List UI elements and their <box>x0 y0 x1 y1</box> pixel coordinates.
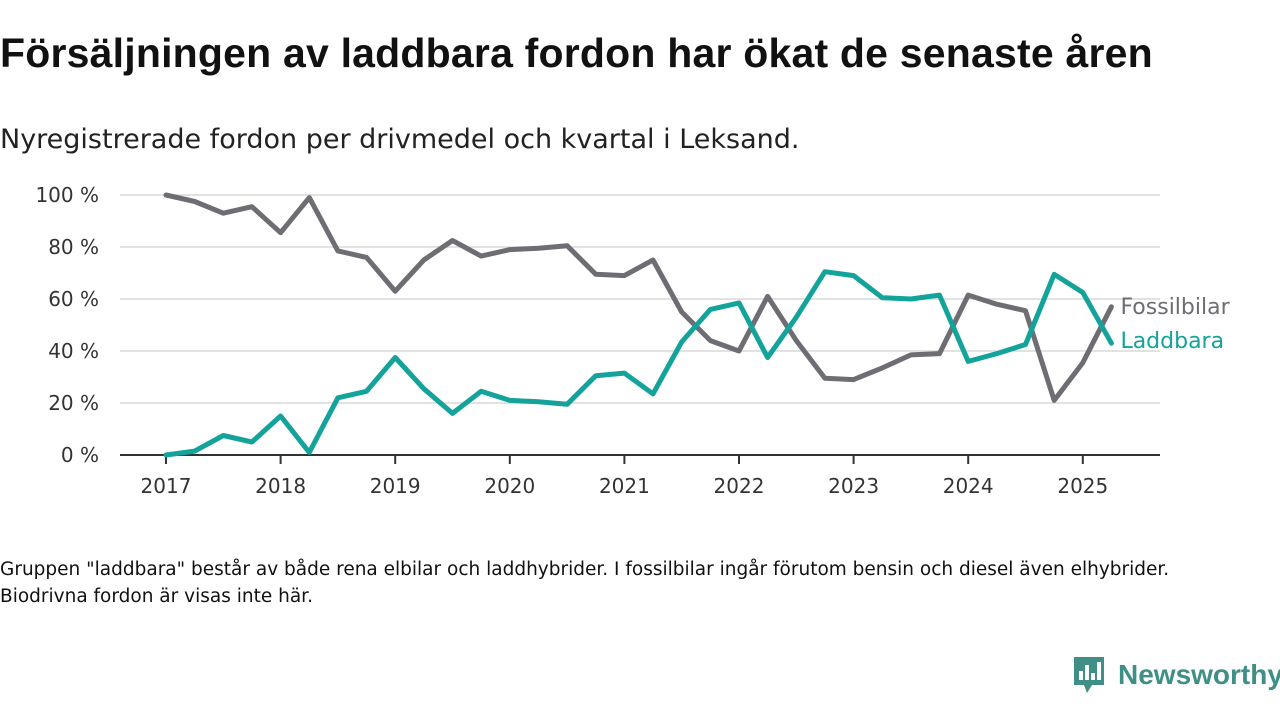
data-point-laddbara <box>164 453 169 458</box>
data-point-fossilbilar <box>1023 308 1028 313</box>
data-point-fossilbilar <box>851 377 856 382</box>
data-point-laddbara <box>221 433 226 438</box>
data-point-fossilbilar <box>565 243 570 248</box>
x-tick-label: 2020 <box>484 474 535 498</box>
data-point-laddbara <box>364 389 369 394</box>
data-point-fossilbilar <box>593 272 598 277</box>
data-point-laddbara <box>708 307 713 312</box>
data-point-fossilbilar <box>737 349 742 354</box>
data-point-fossilbilar <box>164 193 169 198</box>
data-point-laddbara <box>966 359 971 364</box>
y-tick-label: 0 % <box>61 443 99 467</box>
y-tick-label: 60 % <box>48 287 99 311</box>
series-lines <box>163 192 1114 458</box>
x-tick-label: 2025 <box>1057 474 1108 498</box>
data-point-fossilbilar <box>622 273 627 278</box>
data-point-laddbara <box>651 391 656 396</box>
data-point-fossilbilar <box>765 294 770 299</box>
data-point-laddbara <box>507 398 512 403</box>
data-point-laddbara <box>994 351 999 356</box>
chart-subtitle: Nyregistrerade fordon per drivmedel och … <box>0 124 800 155</box>
data-point-fossilbilar <box>1052 398 1057 403</box>
brand-name: Newsworthy <box>1118 659 1280 690</box>
data-point-fossilbilar <box>421 258 426 263</box>
data-point-laddbara <box>593 373 598 378</box>
x-tick-label: 2023 <box>828 474 879 498</box>
data-point-fossilbilar <box>1080 360 1085 365</box>
data-point-fossilbilar <box>393 289 398 294</box>
x-tick-label: 2022 <box>714 474 765 498</box>
data-point-laddbara <box>335 395 340 400</box>
data-point-laddbara <box>1023 342 1028 347</box>
data-point-fossilbilar <box>966 293 971 298</box>
data-point-laddbara <box>765 355 770 360</box>
data-point-laddbara <box>278 414 283 419</box>
data-point-laddbara <box>908 297 913 302</box>
data-point-fossilbilar <box>364 255 369 260</box>
data-point-laddbara <box>622 371 627 376</box>
data-point-fossilbilar <box>507 247 512 252</box>
data-point-fossilbilar <box>450 238 455 243</box>
data-point-fossilbilar <box>536 246 541 251</box>
data-point-laddbara <box>393 355 398 360</box>
data-point-fossilbilar <box>278 230 283 235</box>
data-point-laddbara <box>737 300 742 305</box>
data-point-fossilbilar <box>822 376 827 381</box>
data-point-fossilbilar <box>249 204 254 209</box>
x-tick-label: 2024 <box>943 474 994 498</box>
data-point-fossilbilar <box>651 258 656 263</box>
data-point-fossilbilar <box>335 248 340 253</box>
y-tick-label: 100 % <box>35 183 99 207</box>
data-point-fossilbilar <box>794 338 799 343</box>
data-point-fossilbilar <box>679 310 684 315</box>
data-point-fossilbilar <box>994 302 999 307</box>
data-point-laddbara <box>565 402 570 407</box>
data-point-laddbara <box>679 339 684 344</box>
data-point-fossilbilar <box>1109 304 1114 309</box>
x-tick-label: 2017 <box>141 474 192 498</box>
data-point-laddbara <box>421 386 426 391</box>
data-point-laddbara <box>192 449 197 454</box>
data-point-laddbara <box>1080 290 1085 295</box>
y-axis-ticks: 0 % 20 % 40 % 60 % 80 % 100 % <box>35 183 99 467</box>
data-point-laddbara <box>450 411 455 416</box>
x-tick-label: 2021 <box>599 474 650 498</box>
series-label-fossilbilar: Fossilbilar <box>1120 295 1230 320</box>
footnote: Gruppen "laddbara" består av både rena e… <box>0 559 1170 607</box>
y-tick-label: 40 % <box>48 339 99 363</box>
line-chart: 0 % 20 % 40 % 60 % 80 % 100 % 2017 2018 2019 202… <box>35 183 1230 498</box>
chart-title: Försäljningen av laddbara fordon har öka… <box>0 30 1153 76</box>
data-point-laddbara <box>1052 272 1057 277</box>
x-tick-label: 2018 <box>255 474 306 498</box>
data-point-fossilbilar <box>479 254 484 259</box>
series-line-fossilbilar <box>163 192 1114 403</box>
data-point-fossilbilar <box>221 211 226 216</box>
data-point-laddbara <box>880 295 885 300</box>
data-point-laddbara <box>937 293 942 298</box>
data-point-laddbara <box>307 450 312 455</box>
data-point-laddbara <box>249 440 254 445</box>
data-point-laddbara <box>1109 341 1114 346</box>
newsworthy-logo-icon <box>1074 657 1104 693</box>
data-point-laddbara <box>536 399 541 404</box>
data-point-laddbara <box>822 269 827 274</box>
data-point-fossilbilar <box>192 199 197 204</box>
data-point-fossilbilar <box>307 195 312 200</box>
data-point-laddbara <box>794 315 799 320</box>
data-point-laddbara <box>851 273 856 278</box>
data-point-laddbara <box>479 389 484 394</box>
series-line-laddbara <box>163 269 1114 458</box>
data-point-fossilbilar <box>708 338 713 343</box>
x-axis: 2017 2018 2019 2020 2021 2022 2023 2024 2025 <box>120 454 1160 498</box>
data-point-fossilbilar <box>937 351 942 356</box>
data-point-fossilbilar <box>880 365 885 370</box>
y-tick-label: 80 % <box>48 235 99 259</box>
y-tick-label: 20 % <box>48 391 99 415</box>
series-labels: Fossilbilar Laddbara <box>1120 295 1230 354</box>
brand: Newsworthy <box>1072 655 1280 695</box>
series-label-laddbara: Laddbara <box>1120 329 1224 354</box>
x-tick-label: 2019 <box>370 474 421 498</box>
data-point-fossilbilar <box>908 352 913 357</box>
